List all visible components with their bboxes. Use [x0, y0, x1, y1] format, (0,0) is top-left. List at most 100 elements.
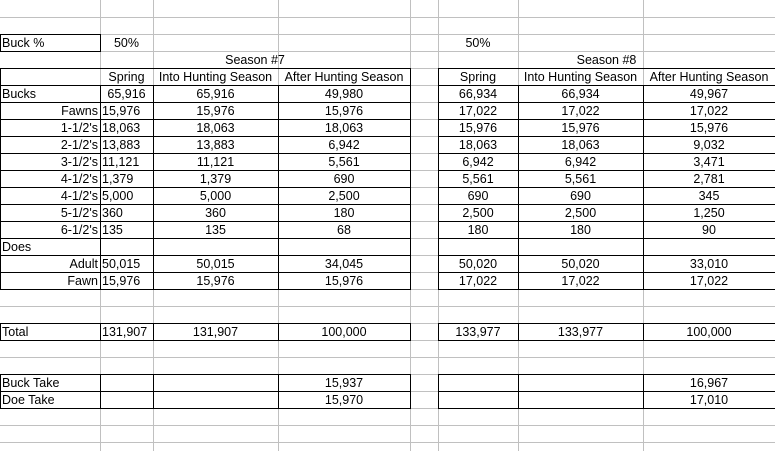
season8-age-cell[interactable]: 90	[702, 223, 716, 237]
season8-fawn-1[interactable]: 17,022	[561, 274, 600, 288]
season8-buck-take[interactable]: 16,967	[689, 376, 729, 390]
bucks-label[interactable]: Bucks	[2, 87, 37, 101]
season7-age-cell[interactable]: 1,379	[199, 172, 232, 186]
season8-header-2[interactable]: After Hunting Season	[649, 70, 769, 84]
season7-fawn-0[interactable]: 15,976	[102, 274, 141, 288]
season8-header-0[interactable]: Spring	[459, 70, 497, 84]
season7-title[interactable]: Season #7	[225, 53, 285, 67]
buck-take-label[interactable]: Buck Take	[2, 376, 60, 390]
season7-total-0[interactable]: 131,907	[102, 325, 148, 339]
season7-bucks-2[interactable]: 49,980	[324, 87, 364, 101]
season8-bucks-2[interactable]: 49,967	[689, 87, 729, 101]
season7-age-cell[interactable]: 1,379	[102, 172, 134, 186]
season7-age-cell[interactable]: 5,561	[328, 155, 360, 169]
age-label[interactable]: 4-1/2's	[60, 189, 98, 203]
age-label[interactable]: 6-1/2's	[60, 223, 98, 237]
season7-age-cell[interactable]: 13,883	[196, 138, 235, 152]
season8-age-cell[interactable]: 5,561	[564, 172, 597, 186]
season7-age-cell[interactable]: 13,883	[102, 138, 141, 152]
season7-age-cell[interactable]: 18,063	[196, 121, 235, 135]
buck-pct-label[interactable]: Buck %	[2, 36, 45, 50]
season8-total-2[interactable]: 100,000	[686, 325, 732, 339]
season8-adult-0[interactable]: 50,020	[458, 257, 498, 271]
season7-bucks-1[interactable]: 65,916	[196, 87, 235, 101]
season8-age-cell[interactable]: 15,976	[689, 121, 729, 135]
age-label[interactable]: 1-1/2's	[60, 121, 98, 135]
does-label[interactable]: Does	[2, 240, 32, 254]
season7-header-1[interactable]: Into Hunting Season	[158, 70, 273, 84]
season7-adult-1[interactable]: 50,015	[196, 257, 235, 271]
season8-buck-pct[interactable]: 50%	[465, 36, 491, 50]
season8-age-cell[interactable]: 6,942	[564, 155, 597, 169]
fawn-label[interactable]: Fawn	[67, 274, 98, 288]
season8-age-cell[interactable]: 5,561	[462, 172, 494, 186]
season7-bucks-0[interactable]: 65,916	[107, 87, 146, 101]
season7-age-cell[interactable]: 135	[205, 223, 226, 237]
age-label[interactable]: 3-1/2's	[60, 155, 98, 169]
season7-age-cell[interactable]: 2,500	[328, 189, 360, 203]
season7-age-cell[interactable]: 11,121	[102, 155, 140, 169]
season8-age-cell[interactable]: 2,500	[462, 206, 494, 220]
season7-age-cell[interactable]: 5,000	[102, 189, 134, 203]
age-label[interactable]: Fawns	[61, 104, 98, 118]
season8-age-cell[interactable]: 17,022	[561, 104, 600, 118]
season8-adult-2[interactable]: 33,010	[689, 257, 729, 271]
season8-bucks-0[interactable]: 66,934	[458, 87, 498, 101]
season8-header-1[interactable]: Into Hunting Season	[523, 70, 638, 84]
season7-age-cell[interactable]: 15,976	[196, 104, 235, 118]
season8-age-cell[interactable]: 2,500	[564, 206, 597, 220]
season7-total-2[interactable]: 100,000	[321, 325, 367, 339]
season8-adult-1[interactable]: 50,020	[561, 257, 600, 271]
season8-age-cell[interactable]: 17,022	[458, 104, 498, 118]
total-label[interactable]: Total	[2, 325, 29, 339]
age-label[interactable]: 5-1/2's	[60, 206, 98, 220]
season8-age-cell[interactable]: 690	[467, 189, 489, 203]
season8-age-cell[interactable]: 1,250	[693, 206, 725, 220]
season7-age-cell[interactable]: 360	[102, 206, 123, 220]
age-label[interactable]: 2-1/2's	[60, 138, 98, 152]
season8-total-1[interactable]: 133,977	[557, 325, 604, 339]
season7-doe-take[interactable]: 15,970	[324, 393, 364, 407]
season8-title[interactable]: Season #8	[576, 53, 637, 67]
season7-fawn-2[interactable]: 15,976	[324, 274, 364, 288]
season7-header-0[interactable]: Spring	[108, 70, 145, 84]
season8-age-cell[interactable]: 6,942	[462, 155, 494, 169]
adult-label[interactable]: Adult	[69, 257, 99, 271]
season8-age-cell[interactable]: 345	[698, 189, 720, 203]
season8-age-cell[interactable]: 690	[570, 189, 591, 203]
season8-bucks-1[interactable]: 66,934	[561, 87, 600, 101]
season7-age-cell[interactable]: 68	[337, 223, 351, 237]
season7-buck-take[interactable]: 15,937	[324, 376, 364, 390]
season7-age-cell[interactable]: 18,063	[102, 121, 141, 135]
season8-age-cell[interactable]: 15,976	[561, 121, 600, 135]
season7-age-cell[interactable]: 6,942	[328, 138, 360, 152]
season8-age-cell[interactable]: 18,063	[561, 138, 600, 152]
season8-age-cell[interactable]: 9,032	[693, 138, 725, 152]
season7-adult-2[interactable]: 34,045	[324, 257, 364, 271]
season7-header-2[interactable]: After Hunting Season	[284, 70, 404, 84]
doe-take-label[interactable]: Doe Take	[2, 393, 55, 407]
season8-age-cell[interactable]: 180	[467, 223, 489, 237]
season7-age-cell[interactable]: 135	[102, 223, 123, 237]
season7-age-cell[interactable]: 11,121	[196, 155, 235, 169]
season7-fawn-1[interactable]: 15,976	[196, 274, 235, 288]
season7-age-cell[interactable]: 360	[205, 206, 226, 220]
season8-age-cell[interactable]: 2,781	[693, 172, 725, 186]
season8-total-0[interactable]: 133,977	[455, 325, 501, 339]
season8-age-cell[interactable]: 18,063	[458, 138, 498, 152]
season8-doe-take[interactable]: 17,010	[689, 393, 729, 407]
season7-age-cell[interactable]: 5,000	[199, 189, 232, 203]
season7-age-cell[interactable]: 690	[333, 172, 355, 186]
season8-age-cell[interactable]: 17,022	[689, 104, 729, 118]
season7-age-cell[interactable]: 15,976	[102, 104, 141, 118]
season7-total-1[interactable]: 131,907	[192, 325, 239, 339]
season8-fawn-0[interactable]: 17,022	[458, 274, 498, 288]
season8-age-cell[interactable]: 15,976	[458, 121, 498, 135]
season8-age-cell[interactable]: 180	[570, 223, 591, 237]
season7-age-cell[interactable]: 15,976	[324, 104, 364, 118]
season7-adult-0[interactable]: 50,015	[102, 257, 141, 271]
season7-buck-pct[interactable]: 50%	[113, 36, 140, 50]
season7-age-cell[interactable]: 180	[333, 206, 355, 220]
season8-fawn-2[interactable]: 17,022	[689, 274, 729, 288]
